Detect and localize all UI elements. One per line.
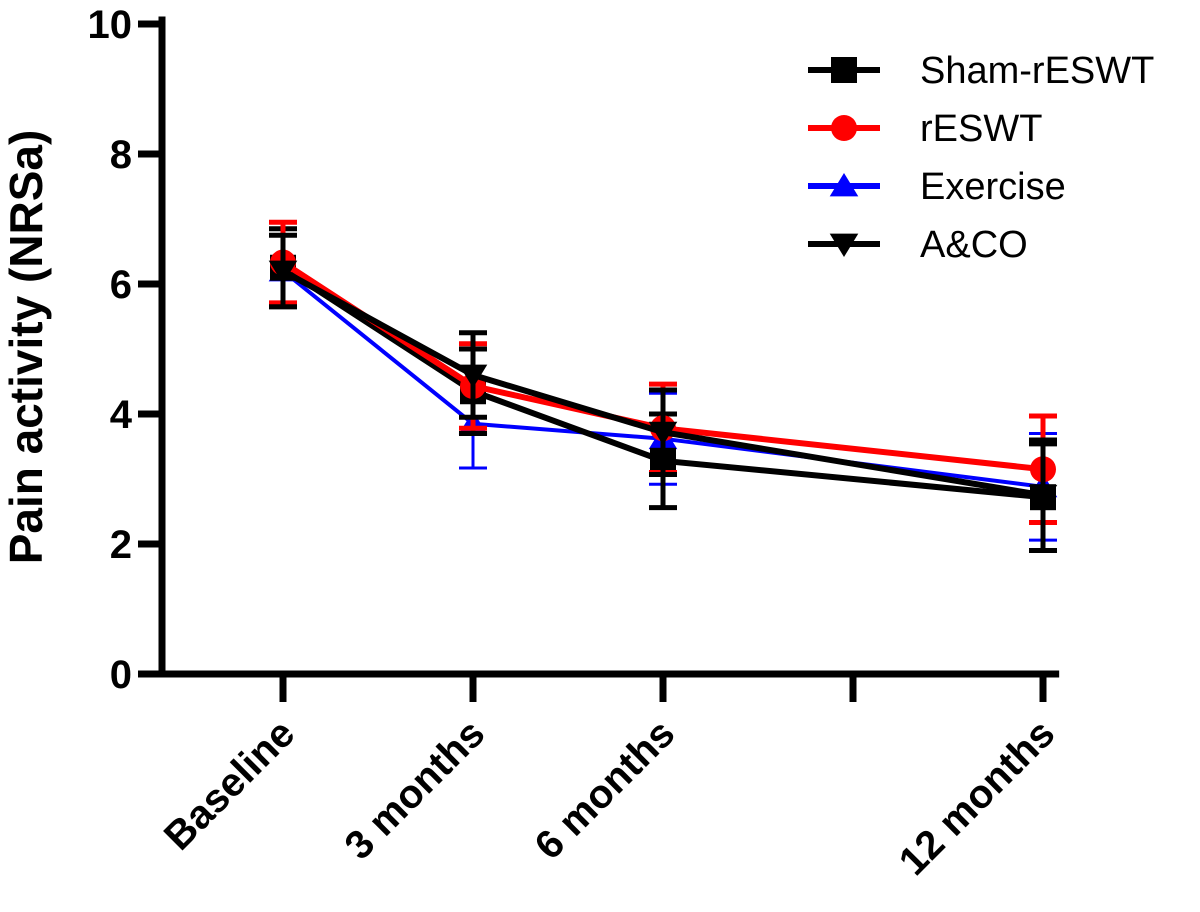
y-tick-label: 6 — [110, 263, 132, 307]
legend-marker — [831, 115, 857, 141]
series-line — [281, 268, 1044, 499]
legend-label: rESWT — [920, 108, 1042, 150]
y-axis-label: Pain activity (NRSa) — [0, 130, 52, 565]
x-tick-label: Baseline — [156, 711, 303, 858]
data-point — [648, 421, 678, 446]
series-line — [281, 265, 1044, 501]
legend: Sham-rESWT rESWT Exercise A&CO — [808, 50, 1154, 266]
axes: 0 2 4 6 8 10 Baseline 3 months 6 months 12 months — [88, 3, 1064, 884]
legend-entry: Exercise — [808, 166, 1066, 208]
legend-label: Exercise — [920, 166, 1066, 208]
legend-entry: rESWT — [808, 108, 1042, 150]
legend-label: A&CO — [920, 224, 1028, 266]
y-tick-label: 8 — [110, 133, 132, 177]
legend-marker — [829, 233, 859, 257]
series-a-co — [268, 232, 1058, 553]
legend-entry: A&CO — [808, 224, 1028, 266]
data-point — [268, 260, 298, 284]
y-tick-label: 2 — [110, 523, 132, 567]
legend-marker — [829, 173, 859, 197]
legend-marker — [831, 57, 857, 83]
x-tick-label: 3 months — [337, 711, 494, 868]
y-tick-label: 10 — [88, 3, 133, 47]
y-tick-label: 4 — [110, 393, 133, 437]
legend-label: Sham-rESWT — [920, 50, 1154, 92]
data-point — [1028, 484, 1058, 509]
x-tick-label: 6 months — [527, 711, 684, 868]
series-layer — [268, 219, 1058, 553]
data-point — [458, 364, 488, 388]
x-tick-label: 12 months — [891, 711, 1064, 884]
legend-entry: Sham-rESWT — [808, 50, 1154, 92]
y-tick-label: 0 — [110, 653, 132, 697]
